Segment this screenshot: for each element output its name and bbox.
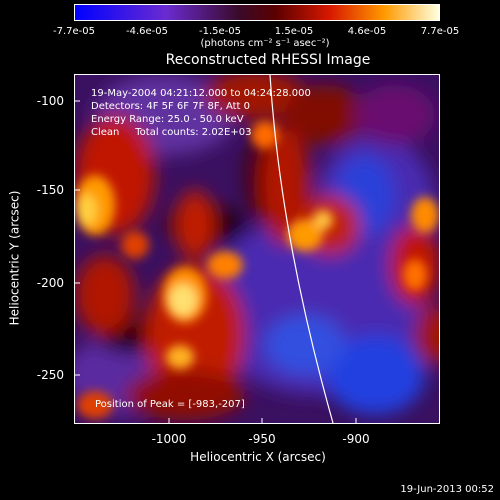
plot-title: Reconstructed RHESSI Image	[165, 52, 371, 68]
y-tick-label: -200	[36, 276, 64, 290]
info-energy-range: Energy Range: 25.0 - 50.0 keV	[91, 114, 244, 125]
colorbar-tick: -4.6e-05	[126, 26, 168, 37]
y-tick-label: -100	[36, 94, 64, 108]
rhessi-image: 19-May-2004 04:21:12.000 to 04:24:28.000…	[74, 74, 440, 424]
x-axis-label: Heliocentric X (arcsec)	[190, 450, 326, 464]
y-tick-label: -250	[36, 368, 64, 382]
y-tick-label: -150	[36, 183, 64, 197]
info-detectors: Detectors: 4F 5F 6F 7F 8F, Att 0	[91, 101, 251, 112]
timestamp: 19-Jun-2013 00:52	[400, 484, 494, 495]
colorbar	[74, 4, 440, 21]
x-tick-label: -950	[248, 432, 276, 446]
colorbar-tick: 1.5e-05	[274, 26, 314, 37]
x-tick-label: -900	[342, 432, 370, 446]
colorbar-tick: 4.6e-05	[347, 26, 387, 37]
colorbar-tick: -7.7e-05	[53, 26, 95, 37]
flux-map	[75, 75, 439, 423]
colorbar-unit-label: (photons cm⁻² s⁻¹ asec⁻²)	[200, 38, 330, 49]
colorbar-tick: -1.5e-05	[199, 26, 241, 37]
info-peak-position: Position of Peak = [-983,-207]	[95, 399, 245, 410]
info-time-range: 19-May-2004 04:21:12.000 to 04:24:28.000	[91, 88, 311, 99]
colorbar-tick: 7.7e-05	[420, 26, 460, 37]
x-tick-label: -1000	[151, 432, 187, 446]
solar-limb-line	[269, 75, 334, 423]
info-clean-counts: Clean Total counts: 2.02E+03	[91, 127, 252, 138]
y-axis-label: Heliocentric Y (arcsec)	[6, 190, 21, 326]
